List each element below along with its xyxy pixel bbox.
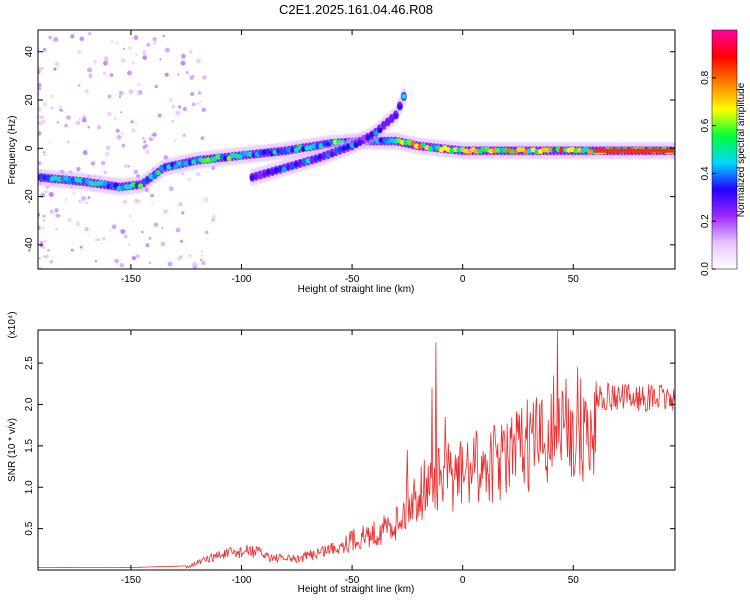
x-tick-label: 50 <box>568 274 580 285</box>
colorbar-label: Normalized spectral amplitude <box>736 82 747 217</box>
y-tick-label: -40 <box>24 237 35 252</box>
x-tick-label: 0 <box>460 575 466 586</box>
snr-frame <box>37 329 676 571</box>
y-tick-label: 0 <box>24 145 35 151</box>
colorbar-tick-label: 0.8 <box>700 70 711 84</box>
spectrogram-layer <box>38 31 675 269</box>
spectrogram-y-label: Frequency (Hz) <box>7 116 18 185</box>
colorbar-tick-label: 0.4 <box>700 166 711 180</box>
snr-scale-note: (x10⁴) <box>7 311 18 338</box>
snr-axes: -150 -100 -50 0 50 0.5 1.0 1.5 2.0 2.5 <box>24 330 675 586</box>
x-tick-label: 50 <box>568 575 580 586</box>
colorbar-tick-label: 0.0 <box>700 262 711 276</box>
y-tick-label: 1.0 <box>24 480 35 494</box>
x-tick-label: -100 <box>231 575 251 586</box>
spectrogram-panel: -150 -100 -50 0 50 -40 -20 0 20 40 Height of stra… <box>7 29 676 295</box>
y-tick-label: 1.5 <box>24 438 35 452</box>
y-tick-label: 20 <box>24 94 35 106</box>
y-tick-label: 2.5 <box>24 356 35 370</box>
snr-x-label: Height of straight line (km) <box>298 584 415 595</box>
spectrogram-axes: -150 -100 -50 0 50 -40 -20 0 20 40 <box>24 30 675 285</box>
y-tick-label: 2.0 <box>24 397 35 411</box>
figure-title: C2E1.2025.161.04.46.R08 <box>279 2 433 17</box>
x-tick-label: -150 <box>121 575 141 586</box>
x-tick-label: -50 <box>345 575 360 586</box>
snr-y-label: SNR (10 * v/v) <box>7 418 18 482</box>
y-tick-label: 0.5 <box>24 521 35 535</box>
x-tick-label: 0 <box>460 274 466 285</box>
colorbar-gradient <box>711 29 738 270</box>
colorbar-tick-label: 0.6 <box>700 118 711 132</box>
x-tick-label: -50 <box>345 274 360 285</box>
colorbar-tick-label: 0.2 <box>700 214 711 228</box>
x-tick-label: -100 <box>231 274 251 285</box>
snr-panel: -150 -100 -50 0 50 0.5 1.0 1.5 2.0 2.5 Height of … <box>7 311 676 595</box>
spectrogram-frame <box>37 29 676 270</box>
spectrogram-x-label: Height of straight line (km) <box>298 284 415 295</box>
colorbar-ticks: 0.0 0.2 0.4 0.6 0.8 <box>700 70 716 276</box>
x-tick-label: -150 <box>121 274 141 285</box>
y-tick-label: -20 <box>24 189 35 204</box>
snr-line <box>38 330 675 569</box>
y-tick-label: 40 <box>24 46 35 58</box>
colorbar: 0.0 0.2 0.4 0.6 0.8 Normalized spectral ampl… <box>700 29 747 276</box>
